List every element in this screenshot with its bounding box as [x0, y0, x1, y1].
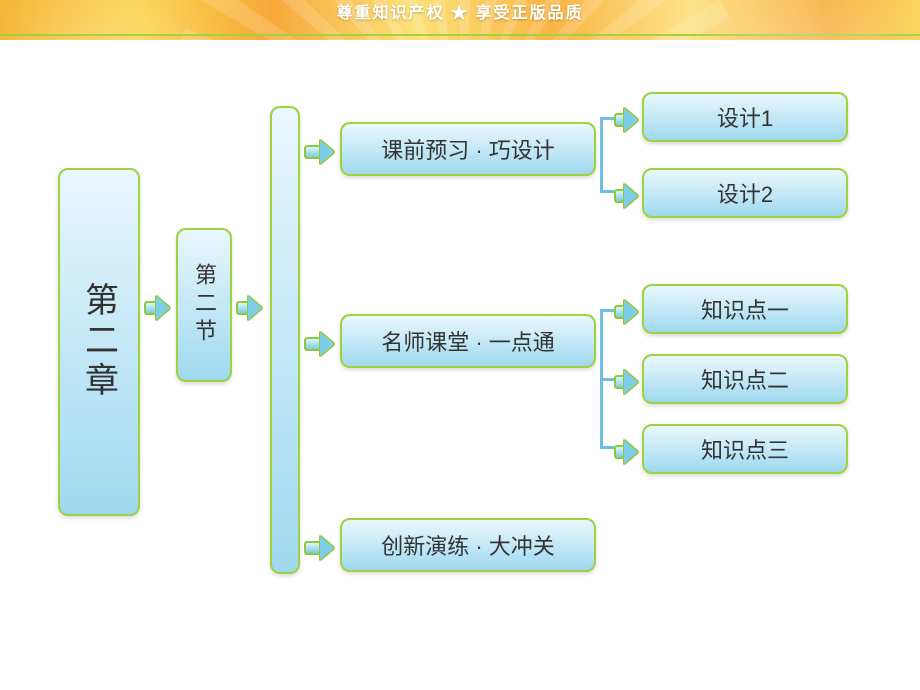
- node-chapter[interactable]: 第二章: [58, 168, 140, 516]
- banner-text: 尊重知识产权 ★ 享受正版品质: [0, 0, 920, 28]
- arrow-to-point-2: [614, 370, 638, 394]
- header-banner: 尊重知识产权 ★ 享受正版品质: [0, 0, 920, 40]
- node-practice-label: 创新演练 · 大冲关: [381, 529, 555, 561]
- bracket-classroom-group: [600, 309, 614, 449]
- arrow-bar-to-classroom: [304, 332, 334, 356]
- node-point-3-label: 知识点三: [701, 433, 789, 465]
- arrow-chapter-to-section: [144, 296, 170, 320]
- arrow-to-design-1: [614, 108, 638, 132]
- node-design-2[interactable]: 设计2: [642, 168, 848, 218]
- arrow-bar-to-preview: [304, 140, 334, 164]
- node-point-2-label: 知识点二: [701, 363, 789, 395]
- arrow-section-to-bar: [236, 296, 262, 320]
- node-section-label: 第二节: [188, 263, 220, 347]
- arrow-to-point-1: [614, 300, 638, 324]
- node-classroom-label: 名师课堂 · 一点通: [381, 325, 555, 357]
- node-preview-label: 课前预习 · 巧设计: [381, 133, 555, 165]
- node-practice[interactable]: 创新演练 · 大冲关: [340, 518, 596, 572]
- node-point-2[interactable]: 知识点二: [642, 354, 848, 404]
- node-design-1[interactable]: 设计1: [642, 92, 848, 142]
- node-section[interactable]: 第二节: [176, 228, 232, 382]
- arrow-to-design-2: [614, 184, 638, 208]
- node-point-3[interactable]: 知识点三: [642, 424, 848, 474]
- node-design-2-label: 设计2: [717, 177, 773, 209]
- node-chapter-label: 第二章: [75, 282, 124, 402]
- node-point-1-label: 知识点一: [701, 293, 789, 325]
- node-point-1[interactable]: 知识点一: [642, 284, 848, 334]
- bracket-preview-group: [600, 117, 614, 193]
- banner-divider: [0, 34, 920, 36]
- node-classroom[interactable]: 名师课堂 · 一点通: [340, 314, 596, 368]
- node-preview[interactable]: 课前预习 · 巧设计: [340, 122, 596, 176]
- arrow-bar-to-practice: [304, 536, 334, 560]
- node-vertical-bar: [270, 106, 300, 574]
- node-design-1-label: 设计1: [717, 101, 773, 133]
- arrow-to-point-3: [614, 440, 638, 464]
